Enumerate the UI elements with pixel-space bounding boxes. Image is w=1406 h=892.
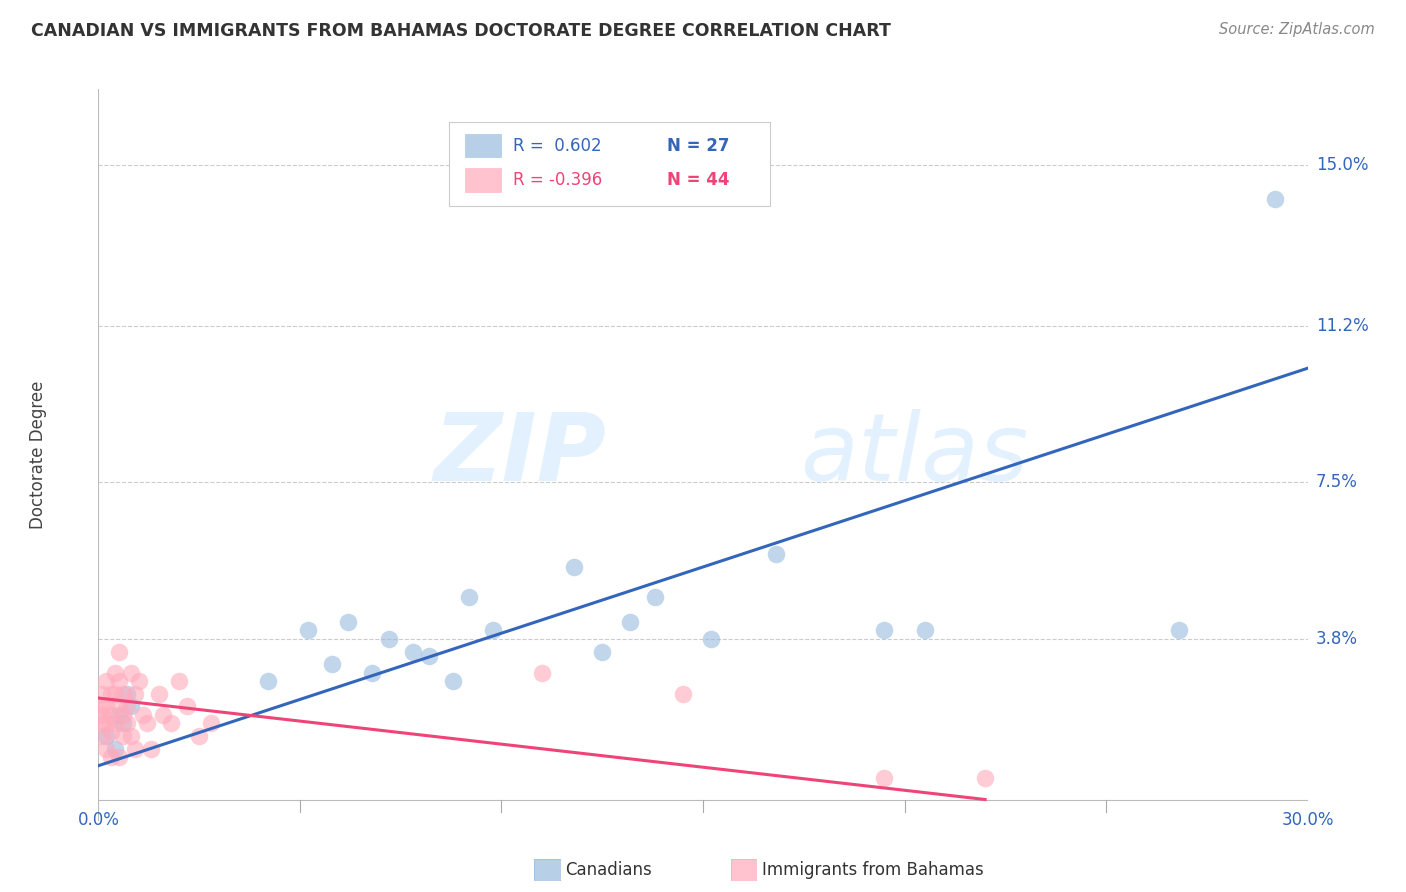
- Point: [148, 687, 170, 701]
- Point: [672, 687, 695, 701]
- Point: [458, 590, 481, 604]
- Text: Canadians: Canadians: [565, 861, 652, 879]
- Point: [700, 632, 723, 646]
- Point: [107, 699, 129, 714]
- Text: R =  0.602: R = 0.602: [513, 136, 602, 154]
- FancyBboxPatch shape: [465, 169, 501, 192]
- Point: [115, 716, 138, 731]
- Point: [418, 648, 440, 663]
- Point: [111, 687, 134, 701]
- Point: [188, 729, 211, 743]
- Point: [120, 699, 142, 714]
- Point: [96, 674, 118, 689]
- Point: [441, 674, 464, 689]
- Text: 15.0%: 15.0%: [1316, 156, 1368, 174]
- Point: [124, 687, 146, 701]
- Point: [120, 665, 142, 680]
- Point: [482, 624, 505, 638]
- Point: [530, 665, 553, 680]
- Text: N = 27: N = 27: [666, 136, 730, 154]
- Point: [167, 674, 190, 689]
- Point: [91, 716, 114, 731]
- Point: [873, 624, 896, 638]
- Point: [160, 716, 183, 731]
- Point: [107, 674, 129, 689]
- Text: 30.0%: 30.0%: [1281, 811, 1334, 829]
- Point: [176, 699, 198, 714]
- Point: [124, 741, 146, 756]
- Text: atlas: atlas: [800, 409, 1028, 500]
- Point: [402, 644, 425, 658]
- Text: 3.8%: 3.8%: [1316, 630, 1358, 648]
- Point: [115, 699, 138, 714]
- Text: 0.0%: 0.0%: [77, 811, 120, 829]
- Text: N = 44: N = 44: [666, 171, 730, 189]
- Point: [100, 708, 122, 723]
- Text: R = -0.396: R = -0.396: [513, 171, 602, 189]
- Point: [115, 687, 138, 701]
- Point: [152, 708, 174, 723]
- Point: [377, 632, 399, 646]
- Point: [139, 741, 162, 756]
- Point: [914, 624, 936, 638]
- Point: [120, 729, 142, 743]
- Point: [111, 729, 134, 743]
- Point: [91, 708, 114, 723]
- Text: ZIP: ZIP: [433, 409, 606, 501]
- Point: [132, 708, 155, 723]
- Point: [111, 708, 134, 723]
- Point: [96, 741, 118, 756]
- Point: [91, 699, 114, 714]
- Point: [100, 750, 122, 764]
- Point: [297, 624, 319, 638]
- Point: [1167, 624, 1189, 638]
- Point: [135, 716, 157, 731]
- Point: [765, 547, 787, 561]
- Point: [91, 687, 114, 701]
- FancyBboxPatch shape: [449, 122, 769, 206]
- Text: CANADIAN VS IMMIGRANTS FROM BAHAMAS DOCTORATE DEGREE CORRELATION CHART: CANADIAN VS IMMIGRANTS FROM BAHAMAS DOCT…: [31, 22, 891, 40]
- Text: Source: ZipAtlas.com: Source: ZipAtlas.com: [1219, 22, 1375, 37]
- Point: [619, 615, 641, 629]
- Text: 11.2%: 11.2%: [1316, 317, 1368, 335]
- Point: [1264, 192, 1286, 206]
- Point: [100, 724, 122, 739]
- Point: [103, 716, 125, 731]
- Text: 7.5%: 7.5%: [1316, 474, 1358, 491]
- Point: [103, 741, 125, 756]
- Text: Doctorate Degree: Doctorate Degree: [30, 381, 46, 529]
- Point: [107, 644, 129, 658]
- Point: [91, 729, 114, 743]
- Point: [361, 665, 384, 680]
- Point: [128, 674, 150, 689]
- Point: [200, 716, 222, 731]
- Point: [107, 708, 129, 723]
- Text: Immigrants from Bahamas: Immigrants from Bahamas: [762, 861, 984, 879]
- FancyBboxPatch shape: [465, 134, 501, 157]
- Point: [96, 716, 118, 731]
- Point: [974, 772, 997, 786]
- Point: [111, 716, 134, 731]
- Point: [321, 657, 343, 672]
- Point: [644, 590, 666, 604]
- Point: [337, 615, 360, 629]
- Point: [96, 729, 118, 743]
- Point: [100, 687, 122, 701]
- Point: [107, 750, 129, 764]
- Point: [591, 644, 613, 658]
- Point: [562, 560, 585, 574]
- Point: [873, 772, 896, 786]
- Point: [103, 687, 125, 701]
- Point: [103, 665, 125, 680]
- Point: [256, 674, 278, 689]
- Point: [96, 699, 118, 714]
